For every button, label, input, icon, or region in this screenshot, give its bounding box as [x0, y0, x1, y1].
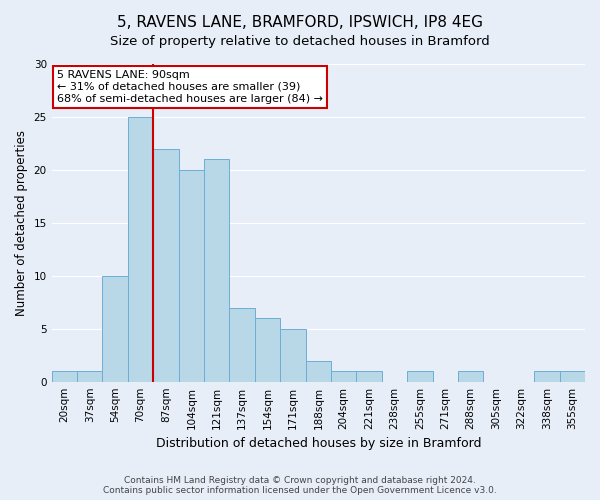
- Bar: [560, 371, 585, 382]
- Bar: [255, 318, 280, 382]
- Bar: [52, 371, 77, 382]
- Bar: [204, 160, 229, 382]
- Bar: [534, 371, 560, 382]
- Bar: [179, 170, 204, 382]
- Text: 5 RAVENS LANE: 90sqm
← 31% of detached houses are smaller (39)
68% of semi-detac: 5 RAVENS LANE: 90sqm ← 31% of detached h…: [57, 70, 323, 104]
- Y-axis label: Number of detached properties: Number of detached properties: [15, 130, 28, 316]
- Bar: [458, 371, 484, 382]
- Text: Size of property relative to detached houses in Bramford: Size of property relative to detached ho…: [110, 35, 490, 48]
- X-axis label: Distribution of detached houses by size in Bramford: Distribution of detached houses by size …: [155, 437, 481, 450]
- Bar: [103, 276, 128, 382]
- Bar: [153, 148, 179, 382]
- Bar: [229, 308, 255, 382]
- Bar: [356, 371, 382, 382]
- Text: 5, RAVENS LANE, BRAMFORD, IPSWICH, IP8 4EG: 5, RAVENS LANE, BRAMFORD, IPSWICH, IP8 4…: [117, 15, 483, 30]
- Bar: [305, 360, 331, 382]
- Bar: [331, 371, 356, 382]
- Bar: [407, 371, 433, 382]
- Bar: [280, 328, 305, 382]
- Bar: [77, 371, 103, 382]
- Bar: [128, 117, 153, 382]
- Text: Contains HM Land Registry data © Crown copyright and database right 2024.
Contai: Contains HM Land Registry data © Crown c…: [103, 476, 497, 495]
